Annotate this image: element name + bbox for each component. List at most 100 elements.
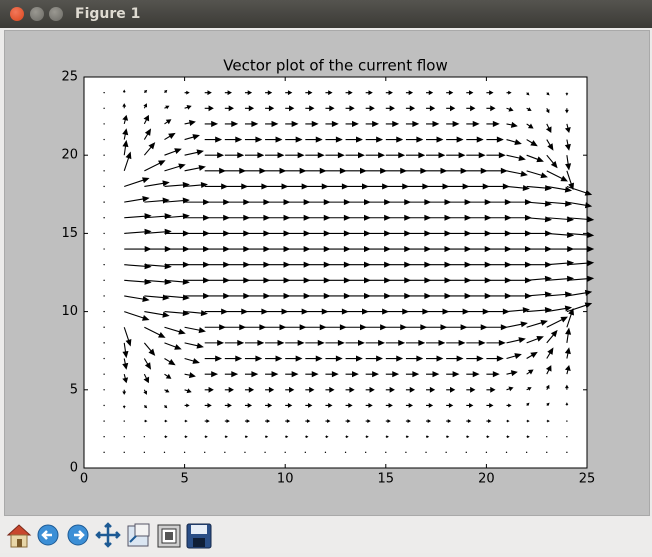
vector-arrow <box>204 292 231 300</box>
vector-arrow <box>164 310 190 317</box>
vector-arrow <box>486 199 512 206</box>
vector-arrow <box>486 167 508 174</box>
vector-arrow <box>103 357 105 360</box>
vector-arrow <box>426 199 452 206</box>
vector-arrow <box>345 324 367 331</box>
axes-frame <box>83 76 588 469</box>
vector-arrow <box>405 152 426 159</box>
vector-arrow <box>466 183 490 190</box>
vector-arrow <box>365 324 388 331</box>
vector-arrow <box>365 403 373 408</box>
vector-arrow <box>103 373 105 375</box>
vector-arrow <box>164 213 190 220</box>
vector-arrow <box>466 261 492 268</box>
chart-title: Vector plot of the current flow <box>223 57 447 75</box>
vector-arrow <box>526 216 553 223</box>
vector-arrow <box>244 451 246 454</box>
axes-background <box>84 77 587 468</box>
vector-arrow <box>564 365 571 375</box>
vector-arrow <box>405 214 432 221</box>
vector-arrow <box>143 358 152 370</box>
pan-button[interactable] <box>95 522 121 548</box>
vector-arrow <box>325 355 343 362</box>
vector-arrow <box>446 386 456 393</box>
vector-arrow <box>184 388 192 394</box>
vector-arrow <box>486 261 512 268</box>
vector-arrow <box>184 435 188 439</box>
vector-arrow <box>265 435 269 439</box>
vector-arrow <box>546 305 573 313</box>
vector-arrow <box>426 355 444 362</box>
vector-arrow <box>103 170 105 172</box>
vector-arrow <box>385 308 410 315</box>
vector-arrow <box>365 120 380 127</box>
vector-arrow <box>305 230 331 237</box>
vector-arrow <box>526 387 532 391</box>
vector-arrow <box>466 120 480 127</box>
vector-arrow <box>265 419 271 424</box>
vector-arrow <box>385 105 395 112</box>
vector-arrow <box>446 152 466 159</box>
vector-arrow <box>526 139 538 147</box>
vector-arrow <box>204 120 219 127</box>
close-button[interactable] <box>10 7 24 21</box>
vector-arrow <box>204 339 225 346</box>
vector-arrow <box>486 435 490 439</box>
vector-arrow <box>124 196 150 203</box>
vector-arrow <box>103 263 105 266</box>
vector-arrow <box>285 339 305 346</box>
vector-arrow <box>506 199 532 206</box>
vector-arrow <box>184 372 196 379</box>
vector-arrow <box>564 108 569 114</box>
vector-arrow <box>265 120 279 127</box>
vector-arrow <box>305 152 325 159</box>
vector-arrow <box>305 120 319 127</box>
vector-arrow <box>345 261 371 268</box>
vector-arrow <box>204 371 219 378</box>
vector-arrow <box>204 230 231 237</box>
vector-arrow <box>405 277 432 284</box>
vector-arrow <box>385 245 412 253</box>
vector-arrow <box>164 373 172 379</box>
vector-arrow <box>405 386 416 393</box>
vector-arrow <box>164 294 190 301</box>
vector-arrow <box>143 103 148 109</box>
vector-arrow <box>365 230 392 237</box>
zoom-button[interactable] <box>127 523 150 547</box>
vector-arrow <box>103 404 105 407</box>
subplots-button[interactable] <box>157 524 181 548</box>
vector-arrow <box>466 292 492 300</box>
vector-arrow <box>265 339 285 346</box>
vector-arrow <box>244 152 265 159</box>
vector-arrow <box>285 435 289 439</box>
save-button[interactable] <box>186 523 212 549</box>
vector-arrow <box>305 199 331 206</box>
vector-arrow <box>446 120 460 127</box>
vector-arrow <box>526 351 538 359</box>
vector-arrow <box>244 339 265 346</box>
vector-arrow <box>486 214 512 221</box>
vector-arrow <box>486 292 512 300</box>
vector-arrow <box>305 435 309 439</box>
vector-arrow <box>565 327 572 343</box>
vector-arrow <box>305 277 331 284</box>
back-button[interactable] <box>37 524 59 546</box>
vector-arrow <box>405 90 414 96</box>
vector-arrow <box>345 136 363 143</box>
vector-arrow <box>405 136 424 143</box>
vector-arrow <box>564 123 571 134</box>
vector-arrow <box>324 451 327 454</box>
vector-arrow <box>546 154 558 169</box>
maximize-button[interactable] <box>49 7 63 21</box>
vector-arrow <box>224 152 245 159</box>
vector-arrow <box>143 389 148 395</box>
home-button[interactable] <box>6 524 32 548</box>
forward-button[interactable] <box>67 524 89 546</box>
vector-arrow <box>204 90 212 96</box>
minimize-button[interactable] <box>30 7 44 21</box>
vector-arrow <box>446 136 464 143</box>
vector-arrow <box>506 214 532 221</box>
vector-arrow <box>123 436 125 438</box>
vector-arrow <box>426 230 452 237</box>
vector-arrow <box>144 160 166 172</box>
